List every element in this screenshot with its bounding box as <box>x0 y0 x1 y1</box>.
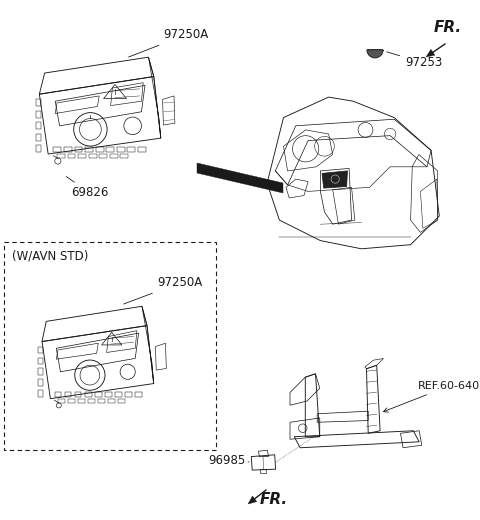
Bar <box>65 392 72 397</box>
Polygon shape <box>426 49 435 57</box>
Bar <box>38 369 43 375</box>
Bar <box>57 154 65 159</box>
Bar <box>55 392 61 397</box>
Bar <box>38 347 43 353</box>
Bar <box>106 147 114 152</box>
Bar <box>38 391 43 397</box>
Bar <box>125 392 132 397</box>
Bar <box>119 399 125 403</box>
Bar <box>85 392 92 397</box>
Text: 97253: 97253 <box>387 52 442 70</box>
Bar <box>4 242 216 450</box>
Wedge shape <box>367 50 383 58</box>
Polygon shape <box>322 171 348 188</box>
Bar <box>68 154 75 159</box>
Bar <box>36 145 41 152</box>
Bar <box>115 392 122 397</box>
Text: FR.: FR. <box>434 20 462 35</box>
Text: 69826: 69826 <box>66 177 108 200</box>
Text: REF.60-640: REF.60-640 <box>384 381 480 412</box>
Bar <box>135 392 142 397</box>
Bar <box>120 154 128 159</box>
Bar <box>38 380 43 386</box>
Bar <box>88 399 95 403</box>
Bar <box>117 147 125 152</box>
Text: (W/AVN STD): (W/AVN STD) <box>12 250 88 263</box>
Bar <box>110 154 118 159</box>
Bar <box>68 399 75 403</box>
Bar <box>36 99 41 107</box>
Polygon shape <box>197 163 283 193</box>
Bar <box>36 134 41 141</box>
Bar <box>58 399 65 403</box>
Bar <box>260 469 266 473</box>
Text: FR.: FR. <box>260 492 288 508</box>
Bar <box>138 147 146 152</box>
Bar <box>108 399 115 403</box>
Bar <box>78 399 85 403</box>
Text: 97250A: 97250A <box>129 29 208 57</box>
Bar <box>53 147 61 152</box>
Bar <box>74 147 83 152</box>
Bar <box>75 392 82 397</box>
Text: 96985: 96985 <box>208 453 249 466</box>
Bar <box>127 147 135 152</box>
Bar <box>38 358 43 364</box>
Bar <box>96 147 104 152</box>
Text: 97250A: 97250A <box>124 277 202 304</box>
Bar <box>98 399 105 403</box>
Bar <box>89 154 96 159</box>
Bar <box>95 392 102 397</box>
Bar <box>105 392 112 397</box>
Bar <box>36 122 41 129</box>
Polygon shape <box>248 496 257 504</box>
Bar <box>36 111 41 118</box>
Bar <box>78 154 86 159</box>
Bar <box>64 147 72 152</box>
Bar <box>99 154 107 159</box>
Bar <box>85 147 93 152</box>
